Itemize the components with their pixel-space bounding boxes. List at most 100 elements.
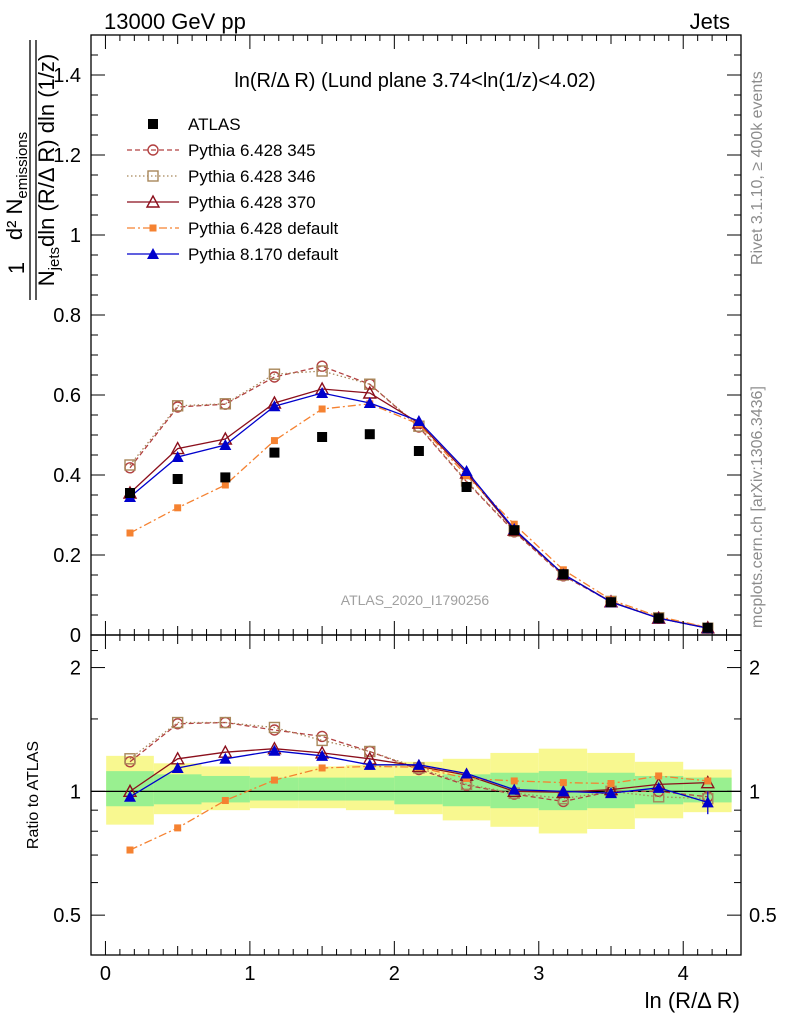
ratio-point-pythia-8-170-default [171,761,184,773]
point-pythia-8-170-default [219,439,232,450]
y-tick-label: 0.8 [53,305,81,327]
ratio-point-pythia-6-428-default [126,846,134,854]
legend-marker-pythia-6-428-346 [147,170,159,182]
point-atlas [653,613,664,624]
point-pythia-8-170-default [316,387,329,398]
legend-marker-pythia-6-428-345 [147,144,159,156]
legend-marker-pythia-6-428-370 [145,194,161,208]
band-inner-bin [345,777,395,801]
main-series-group [122,360,715,634]
ratio-point-pythia-6-428-346 [171,716,184,729]
xlabel: ln (R/Δ R) [645,988,740,1013]
ratio-point-pythia-8-170-default [219,752,232,764]
ratio-point-pythia-6-428-346 [316,734,328,747]
ratio-ylabel: Ratio to ATLAS [25,741,42,849]
line-pythia-6-428-345 [129,365,708,629]
legend-entry-pythia-6-428-346: Pythia 6.428 346 [127,167,316,186]
main-panel: 0 0.2 0.4 0.6 0.8 1 1.2 1.4 ln(R/Δ R) (Lund pla… [53,34,742,647]
y-tick-label: 1 [70,225,81,247]
ratio-point-pythia-6-428-default [510,777,518,785]
legend: ATLAS Pythia 6.428 345 Pythia 6.428 346 Pyt… [127,115,339,264]
legend-entry-pythia-6-428-default: Pythia 6.428 default [127,219,339,238]
ratio-point-pythia-6-428-default [174,824,182,832]
point-pythia-6-428-346 [219,398,232,410]
x-tick-label: 2 [389,963,400,985]
point-pythia-8-170-default [268,400,281,412]
legend-label-pythia-6-428-345: Pythia 6.428 345 [188,141,316,160]
point-atlas [269,447,280,458]
point-pythia-6-428-346 [316,365,328,377]
point-atlas [509,525,520,536]
point-atlas [413,446,424,456]
ratio-point-pythia-8-170-default [363,758,376,770]
ratio-point-pythia-8-170-default [124,790,136,802]
legend-entry-pythia-6-428-370: Pythia 6.428 370 [127,193,316,212]
ratio-point-pythia-8-170-default [557,785,570,797]
ratio-point-pythia-8-170-default [412,758,425,770]
point-pythia-8-170-default [363,397,376,408]
ratio-point-pythia-6-428-default [607,779,615,787]
y-tick-label: 0 [70,625,81,647]
ratio-point-pythia-8-170-default [316,749,329,761]
point-pythia-6-428-346 [364,378,376,390]
point-atlas [702,622,713,633]
y-tick-label: 0.4 [53,465,81,487]
legend-marker-atlas [148,119,158,129]
legend-entry-pythia-6-428-345: Pythia 6.428 345 [127,141,316,160]
point-atlas [220,472,231,483]
point-atlas [125,488,135,498]
ratio-point-pythia-8-170-default [460,767,473,779]
y-tick-label: 1.4 [53,65,81,87]
ratio-point-pythia-6-428-default [559,779,567,787]
ratio-panel: 0.5 0.5 1 1 2 2 0 1 2 3 4 [53,634,777,985]
ratio-point-pythia-6-428-default [704,777,712,785]
x-tick-label: 0 [100,963,111,985]
ratio-point-pythia-8-170-default [508,783,521,795]
legend-label-pythia-6-428-default: Pythia 6.428 default [188,219,339,238]
point-pythia-6-428-default [126,529,134,537]
legend-entry-pythia-8-170-default: Pythia 8.170 default [127,245,339,264]
ratio-y-tick-label: 2 [70,658,81,680]
y-tick-label: 0.6 [53,385,81,407]
point-atlas [317,432,328,442]
legend-entry-atlas: ATLAS [148,115,241,134]
point-pythia-8-170-default [412,415,425,426]
ratio-point-pythia-8-170-default [652,781,665,793]
point-atlas [558,569,569,580]
line-pythia-6-428-346 [129,370,708,629]
x-tick-label: 4 [678,963,689,985]
legend-label-pythia-6-428-370: Pythia 6.428 370 [188,193,316,212]
point-pythia-6-428-346 [268,368,281,380]
point-pythia-6-428-346 [124,459,136,471]
series-atlas [125,429,713,633]
header-left: 13000 GeV pp [104,9,246,34]
header-right: Jets [690,9,730,34]
chart-title: ln(R/Δ R) (Lund plane 3.74<ln(1/z)<4.02) [234,70,595,92]
point-pythia-6-428-default [221,481,229,489]
ylabel-denominator: Njetsdln (R/Δ R) dln (1/z) [34,54,63,286]
ylabel-numerator: d² Nemissions [2,132,31,240]
ratio-axes: 0.5 0.5 1 1 2 2 0 1 2 3 4 [53,634,777,985]
ratio-series-pythia-8-170-default [124,744,714,808]
legend-marker-pythia-8-170-default [147,248,159,259]
ratio-point-pythia-6-428-346 [268,721,281,734]
point-pythia-8-170-default [460,465,473,476]
point-atlas [461,482,472,492]
band-inner-bin [394,775,443,805]
analysis-id-label: ATLAS_2020_I1790256 [341,592,490,608]
point-atlas [606,597,616,608]
point-pythia-6-428-default [174,504,182,512]
x-tick-label: 3 [533,963,544,985]
x-tick-label: 1 [244,963,255,985]
ratio-point-pythia-6-428-346 [219,716,232,729]
ratio-point-pythia-6-428-default [318,764,326,772]
mcplots-label: mcplots.cern.ch [arXiv:1306.3436] [749,386,766,628]
ratio-frame [90,634,742,956]
y-tick-label: 1.2 [53,145,81,167]
ratio-point-pythia-6-428-default [270,776,278,784]
point-atlas [172,474,183,484]
band-inner-bin [153,774,202,805]
point-atlas [364,429,375,440]
legend-marker-pythia-6-428-default [149,224,157,232]
